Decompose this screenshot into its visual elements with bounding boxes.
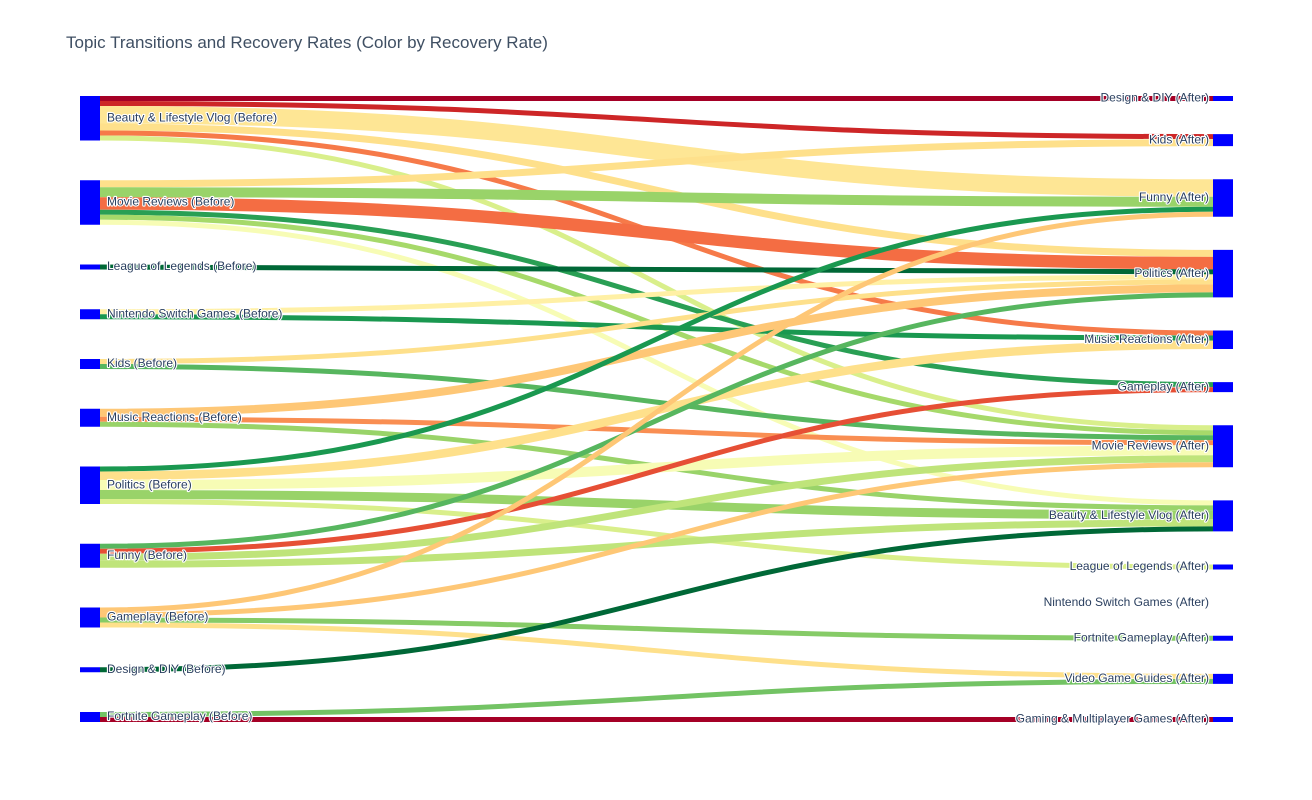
node-label-t_vgg: Video Game Guides (After)	[1064, 671, 1209, 685]
node-label-t_movie: Movie Reviews (After)	[1092, 438, 1209, 452]
node-label-t_beauty: Beauty & Lifestyle Vlog (After)	[1049, 508, 1209, 522]
link-s_music-t_politics[interactable]	[99, 284, 1214, 417]
node-t_fortnite[interactable]	[1213, 635, 1233, 641]
node-s_switch[interactable]	[80, 309, 100, 320]
node-label-t_diy: Design & DIY (After)	[1101, 91, 1209, 105]
node-label-s_beauty: Beauty & Lifestyle Vlog (Before)	[107, 110, 277, 124]
node-s_gameplay[interactable]	[80, 607, 100, 628]
node-label-s_switch: Nintendo Switch Games (Before)	[107, 306, 282, 320]
node-label-t_funny: Funny (After)	[1139, 190, 1209, 204]
node-s_diy[interactable]	[80, 667, 100, 673]
node-label-s_politics: Politics (Before)	[107, 477, 192, 491]
node-label-t_gaming: Gaming & Multiplayer Games (After)	[1016, 712, 1209, 726]
link-s_kids-t_movie[interactable]	[99, 364, 1214, 441]
link-s_switch-t_politics[interactable]	[99, 274, 1214, 315]
link-s_movie-t_funny[interactable]	[99, 187, 1214, 207]
node-label-t_kids: Kids (After)	[1149, 132, 1209, 146]
link-s_movie-t_politics[interactable]	[99, 197, 1214, 270]
node-t_lol[interactable]	[1213, 564, 1233, 570]
node-label-t_fortnite: Fortnite Gameplay (After)	[1074, 630, 1209, 644]
link-s_movie-t_beauty[interactable]	[99, 219, 1214, 506]
node-label-s_gameplay: Gameplay (Before)	[107, 610, 208, 624]
node-t_funny[interactable]	[1213, 179, 1233, 217]
link-s_kids-t_politics[interactable]	[99, 279, 1214, 364]
link-s_funny-t_gameplay[interactable]	[99, 387, 1214, 554]
node-s_movie[interactable]	[80, 180, 100, 225]
node-s_fortnite[interactable]	[80, 712, 100, 722]
node-t_beauty[interactable]	[1213, 500, 1233, 532]
node-label-t_music: Music Reactions (After)	[1084, 332, 1209, 346]
sankey-links	[99, 95, 1214, 723]
link-s_beauty-t_funny[interactable]	[99, 106, 1214, 197]
node-label-t_politics: Politics (After)	[1134, 266, 1209, 280]
link-s_funny-t_politics[interactable]	[99, 292, 1214, 549]
node-t_vgg[interactable]	[1213, 673, 1233, 684]
node-label-t_gameplay: Gameplay (After)	[1118, 379, 1209, 393]
node-t_gameplay[interactable]	[1213, 382, 1233, 393]
link-s_beauty-t_movie[interactable]	[99, 135, 1214, 431]
link-s_gameplay-t_funny[interactable]	[99, 211, 1214, 613]
link-s_gameplay-t_vgg[interactable]	[99, 622, 1214, 679]
node-t_politics[interactable]	[1213, 249, 1233, 298]
link-s_gameplay-t_fortnite[interactable]	[99, 617, 1214, 641]
node-label-t_switch: Nintendo Switch Games (After)	[1044, 595, 1209, 609]
node-label-s_music: Music Reactions (Before)	[107, 410, 242, 424]
node-s_lol[interactable]	[80, 264, 100, 270]
node-s_kids[interactable]	[80, 359, 100, 369]
link-s_fortnite-t_vgg[interactable]	[99, 678, 1214, 717]
link-s_funny-t_beauty[interactable]	[99, 519, 1214, 568]
chart-title: Topic Transitions and Recovery Rates (Co…	[66, 33, 548, 52]
link-s_funny-t_movie[interactable]	[99, 455, 1214, 561]
link-s_movie-t_kids[interactable]	[99, 139, 1214, 188]
link-s_beauty-t_kids[interactable]	[99, 101, 1214, 140]
node-s_politics[interactable]	[80, 466, 100, 505]
node-t_movie[interactable]	[1213, 425, 1233, 468]
node-label-s_fortnite: Fortnite Gameplay (Before)	[107, 709, 252, 723]
node-t_music[interactable]	[1213, 330, 1233, 350]
node-s_beauty[interactable]	[80, 96, 100, 141]
link-s_politics-t_lol[interactable]	[99, 499, 1214, 570]
node-label-s_lol: League of Legends (Before)	[107, 259, 256, 273]
link-s_gameplay-t_movie[interactable]	[99, 462, 1214, 618]
link-s_politics-t_funny[interactable]	[99, 206, 1214, 472]
link-s_music-t_movie[interactable]	[99, 416, 1214, 446]
sankey-nodes	[80, 96, 1233, 722]
node-s_funny[interactable]	[80, 543, 100, 568]
node-label-s_funny: Funny (Before)	[107, 548, 187, 562]
node-label-s_diy: Design & DIY (Before)	[107, 662, 226, 676]
node-label-t_lol: League of Legends (After)	[1070, 559, 1209, 573]
node-t_kids[interactable]	[1213, 134, 1233, 147]
node-t_gaming[interactable]	[1213, 717, 1233, 722]
link-s_politics-t_movie[interactable]	[99, 445, 1214, 490]
node-label-s_kids: Kids (Before)	[107, 356, 177, 370]
node-s_music[interactable]	[80, 408, 100, 427]
node-label-s_movie: Movie Reviews (Before)	[107, 195, 234, 209]
sankey-labels: Beauty & Lifestyle Vlog (Before) Movie Re…	[106, 90, 1210, 727]
link-s_beauty-t_politics[interactable]	[99, 123, 1214, 257]
node-t_diy[interactable]	[1213, 96, 1233, 101]
link-s_lol-t_politics[interactable]	[99, 264, 1214, 275]
link-s_switch-t_music[interactable]	[99, 314, 1214, 341]
link-s_movie-t_gameplay[interactable]	[99, 209, 1214, 388]
link-s_diy-t_beauty[interactable]	[99, 526, 1214, 673]
